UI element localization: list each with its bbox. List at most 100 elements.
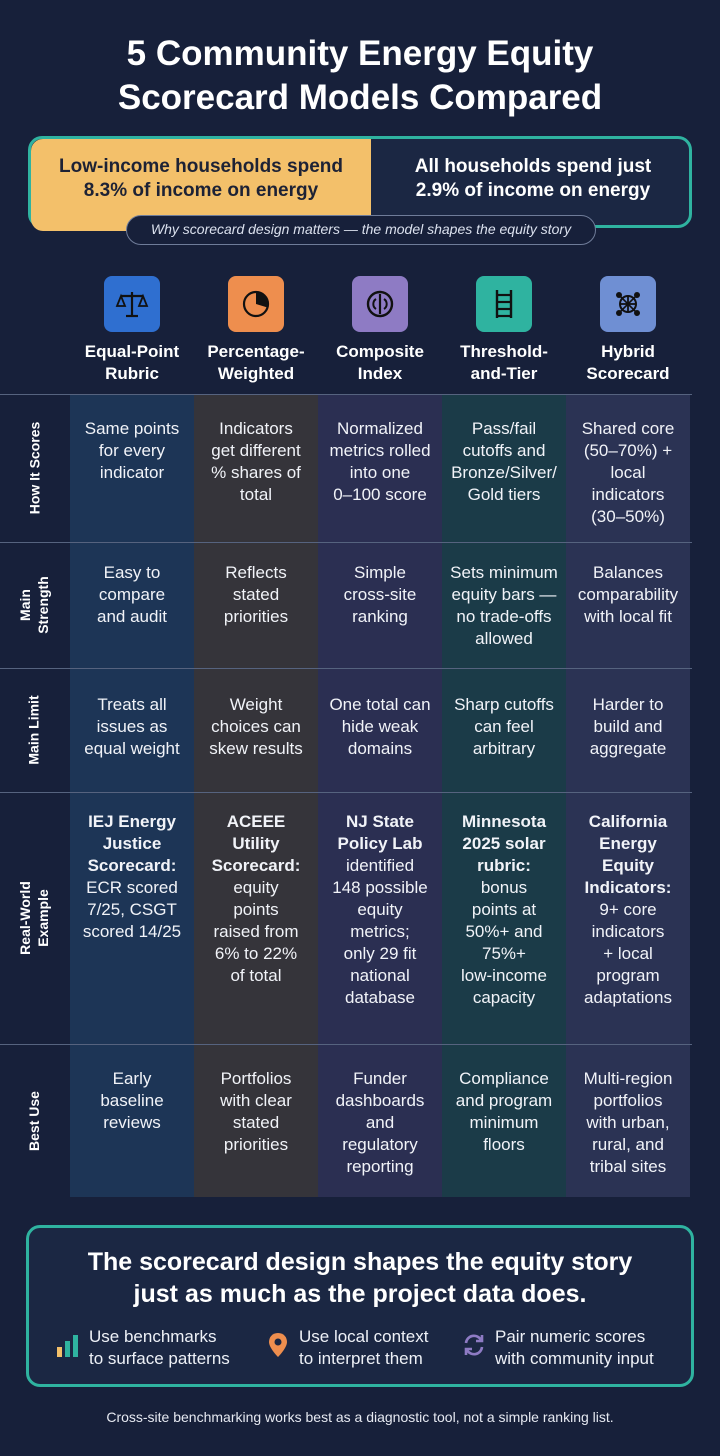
cell-line: priorities xyxy=(223,1135,289,1154)
cell-line: comparability xyxy=(577,585,679,604)
cell-line: % shares of xyxy=(211,463,301,482)
title-line-1: 5 Community Energy Equity xyxy=(126,34,594,73)
row-label-main-strength: Main Strength xyxy=(0,542,68,668)
takeaway-title: The scorecard design shapes the equity s… xyxy=(29,1246,691,1310)
cell-line-bold: Justice xyxy=(102,834,162,853)
cell-line: Same points xyxy=(84,419,180,438)
cell-line: issues as xyxy=(96,717,168,736)
cell-line: Compliance xyxy=(459,1069,549,1088)
column-header-composite-index: Composite Index xyxy=(318,276,442,385)
cell-limit-percentage-weighted: Weight choices can skew results xyxy=(194,694,318,760)
cell-line: baseline xyxy=(100,1091,164,1110)
cell-line: Simple xyxy=(354,563,406,582)
takeaway-line-1: The scorecard design shapes the equity s… xyxy=(87,1248,633,1276)
cell-line: build and xyxy=(593,717,663,736)
refresh-icon xyxy=(461,1332,487,1358)
tip-line-2: with community input xyxy=(495,1349,654,1368)
column-name-line-1: Threshold- xyxy=(460,342,548,361)
cell-best-composite-index: Funder dashboards and regulatory reporti… xyxy=(318,1068,442,1178)
cell-line: domains xyxy=(347,739,413,758)
cell-line-bold: Utility xyxy=(232,834,280,853)
tip-line-1: Use benchmarks xyxy=(89,1327,217,1346)
cell-line: 75%+ xyxy=(482,944,526,963)
cell-line: metrics; xyxy=(350,922,410,941)
row-label-line: Real-World xyxy=(17,881,34,955)
row-label-best-use: Best Use xyxy=(0,1044,68,1197)
cell-line: Balances xyxy=(593,563,663,582)
cell-line-bold: Indicators: xyxy=(584,878,672,897)
column-header-percentage-weighted: Percentage- Weighted xyxy=(194,276,318,385)
cell-line: portfolios xyxy=(593,1091,663,1110)
tip-line-1: Pair numeric scores xyxy=(495,1327,646,1346)
cell-line: with local fit xyxy=(584,607,672,626)
scales-icon xyxy=(104,276,160,332)
cell-line: raised from xyxy=(213,922,299,941)
cell-line: Indicators xyxy=(219,419,293,438)
cell-how-percentage-weighted: Indicators get different % shares of tot… xyxy=(194,418,318,506)
cell-line: rural, and xyxy=(592,1135,664,1154)
cell-line: 6% to 22% xyxy=(214,944,298,963)
column-band-threshold-tier xyxy=(442,394,566,1197)
low-income-stat-line-1: Low-income households spend xyxy=(59,156,343,177)
cell-line: reporting xyxy=(346,1157,414,1176)
cell-line: with clear xyxy=(220,1091,292,1110)
tip-line-2: to interpret them xyxy=(299,1349,423,1368)
row-label-line: Main xyxy=(17,589,33,621)
cell-example-threshold-tier: Minnesota 2025 solar rubric: bonus point… xyxy=(442,811,566,1009)
column-band-composite-index xyxy=(318,394,442,1197)
cell-line: database xyxy=(345,988,415,1007)
cell-line: Early xyxy=(112,1069,152,1088)
cell-line: arbitrary xyxy=(472,739,536,758)
cell-line: Weight xyxy=(229,695,283,714)
cell-how-hybrid: Shared core (50–70%) + local indicators … xyxy=(566,418,690,528)
row-label-line: How It Scores xyxy=(26,421,42,515)
cell-line: 7/25, CSGT xyxy=(87,900,177,919)
cell-line: Multi-region xyxy=(583,1069,673,1088)
column-band-hybrid xyxy=(566,394,690,1197)
cell-line: Reflects xyxy=(225,563,287,582)
cell-line: allowed xyxy=(475,629,533,648)
cell-line: metrics rolled xyxy=(329,441,431,460)
cell-strength-equal-point: Easy to compare and audit xyxy=(70,562,194,628)
cell-how-equal-point: Same points for every indicator xyxy=(70,418,194,484)
cell-line: cutoffs and xyxy=(462,441,546,460)
row-divider xyxy=(0,394,692,395)
cell-best-threshold-tier: Compliance and program minimum floors xyxy=(442,1068,566,1156)
gauge-icon xyxy=(352,276,408,332)
cell-line: and program xyxy=(455,1091,553,1110)
pie-chart-icon xyxy=(228,276,284,332)
column-band-percentage-weighted xyxy=(194,394,318,1197)
cell-line: adaptations xyxy=(584,988,672,1007)
cell-line: Sharp cutoffs xyxy=(454,695,554,714)
low-income-stat-line-2: 8.3% of income on energy xyxy=(83,180,319,201)
cell-line: identified xyxy=(345,856,415,875)
cell-line: + local xyxy=(603,944,653,963)
location-pin-icon xyxy=(265,1332,291,1358)
cell-line: tribal sites xyxy=(589,1157,667,1176)
cell-line: Funder xyxy=(353,1069,407,1088)
cell-line: equity xyxy=(357,900,403,919)
column-name-line-1: Composite xyxy=(336,342,424,361)
cell-line-bold: Policy Lab xyxy=(337,834,423,853)
row-label-real-world-example: Real-World Example xyxy=(0,792,68,1044)
stat-caption: Why scorecard design matters — the model… xyxy=(126,215,596,245)
cell-line: (30–50%) xyxy=(591,507,665,526)
cell-strength-percentage-weighted: Reflects stated priorities xyxy=(194,562,318,628)
cell-line: bonus xyxy=(480,878,528,897)
tip-benchmarks: Use benchmarks to surface patterns xyxy=(55,1326,230,1370)
cell-line: national xyxy=(350,966,410,985)
cell-example-composite-index: NJ State Policy Lab identified 148 possi… xyxy=(318,811,442,1009)
cell-line: equity xyxy=(233,878,279,897)
column-name-line-2: Scorecard xyxy=(586,364,670,383)
cell-line: 148 possible xyxy=(332,878,428,897)
cell-example-equal-point: IEJ Energy Justice Scorecard: ECR scored… xyxy=(70,811,194,943)
cell-line: hide weak xyxy=(341,717,419,736)
cell-line: 0–100 score xyxy=(333,485,427,504)
cell-line: scored 14/25 xyxy=(82,922,182,941)
cell-line: Harder to xyxy=(592,695,664,714)
cell-limit-composite-index: One total can hide weak domains xyxy=(318,694,442,760)
cell-line: equity bars — xyxy=(451,585,557,604)
cell-line: choices can xyxy=(211,717,301,736)
column-name-line-1: Equal-Point xyxy=(84,342,180,361)
cell-line: floors xyxy=(483,1135,525,1154)
